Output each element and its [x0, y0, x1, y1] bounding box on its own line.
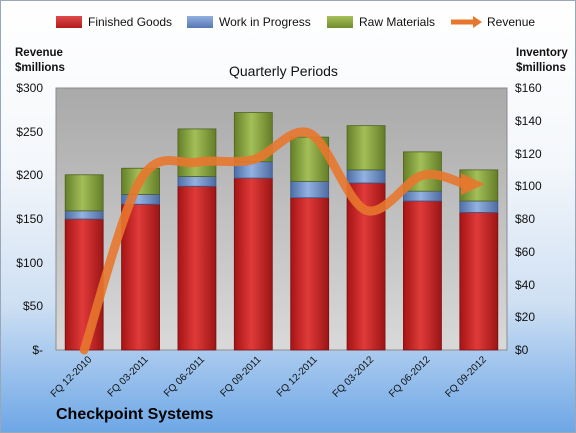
- bar-work-in-progress: [290, 180, 330, 199]
- bar-raw-materials: [177, 128, 217, 177]
- left-axis-tick-label: $50: [22, 299, 43, 314]
- x-axis-tick-label: FQ 09-2012: [443, 354, 489, 400]
- x-axis-tick-label: FQ 03-2012: [331, 354, 377, 400]
- bar-work-in-progress: [177, 176, 217, 187]
- right-axis-tick-label: $100: [515, 179, 542, 194]
- legend-item-raw-materials: Raw Materials: [327, 15, 435, 29]
- legend-item-revenue: Revenue: [449, 15, 535, 29]
- right-axis-tick-label: $60: [515, 244, 536, 259]
- bar-raw-materials: [64, 174, 104, 212]
- left-axis-tick-label: $-: [32, 343, 43, 357]
- legend-item-work-in-progress: Work in Progress: [187, 15, 311, 29]
- right-axis-tick-label: $40: [515, 277, 536, 292]
- bar-finished-goods: [64, 218, 104, 351]
- legend-swatch-work-in-progress: [187, 16, 213, 28]
- left-axis-title: Revenue $millions: [15, 46, 65, 76]
- legend-swatch-finished-goods: [56, 16, 82, 28]
- right-axis-tick-label: $140: [515, 113, 542, 128]
- legend-label-revenue: Revenue: [487, 15, 536, 29]
- legend-label-raw-materials: Raw Materials: [359, 15, 436, 29]
- x-axis-tick-label: FQ 03-2011: [106, 354, 151, 399]
- bar-work-in-progress: [346, 169, 386, 184]
- revenue-line: [79, 127, 470, 355]
- right-axis-tick-label: $120: [515, 146, 542, 161]
- chart-subtitle: Quarterly Periods: [229, 63, 338, 79]
- right-axis-title: Inventory $millions: [516, 46, 568, 76]
- left-axis-title-line2: $millions: [15, 62, 65, 74]
- left-axis-tick-label: $150: [16, 212, 43, 226]
- x-axis-tick-label: FQ 06-2011: [162, 354, 207, 399]
- left-axis-tick-label: $100: [16, 255, 43, 270]
- bar-finished-goods: [403, 200, 442, 351]
- legend-arrow-revenue: [451, 16, 482, 28]
- company-name: Checkpoint Systems: [56, 406, 214, 423]
- bars-group: [64, 112, 499, 351]
- x-axis-tick-label: FQ 06-2012: [387, 354, 433, 400]
- left-axis-tick-label: $200: [16, 168, 43, 183]
- legend-item-finished-goods: Finished Goods: [56, 15, 172, 29]
- legend: Finished Goods Work in Progress Raw Mate…: [1, 15, 575, 35]
- x-axis-tick-label: FQ 09-2011: [218, 354, 263, 399]
- x-axis-tick-label: FQ 12-2010: [49, 354, 95, 400]
- right-axis-tick-label: $160: [515, 81, 542, 95]
- right-axis-title-line1: Inventory: [516, 47, 568, 59]
- right-axis-tick-label: $80: [515, 212, 536, 226]
- legend-swatch-raw-materials: [327, 16, 353, 28]
- bar-finished-goods: [459, 212, 499, 351]
- bar-finished-goods: [233, 177, 273, 351]
- bar-finished-goods: [121, 203, 160, 351]
- left-axis-tick-label: $250: [16, 124, 43, 139]
- bar-finished-goods: [290, 197, 330, 351]
- x-axis-tick-label: FQ 12-2011: [275, 354, 320, 399]
- bar-raw-materials: [346, 125, 386, 171]
- revenue-arrowhead: [460, 173, 485, 196]
- bar-work-in-progress: [64, 210, 104, 220]
- right-axis-title-line2: $millions: [516, 62, 566, 74]
- legend-label-work-in-progress: Work in Progress: [219, 15, 311, 29]
- right-axis-tick-label: $0: [515, 343, 529, 357]
- left-axis-title-line1: Revenue: [15, 47, 63, 59]
- right-axis-tick-label: $20: [515, 310, 536, 325]
- bar-work-in-progress: [459, 200, 499, 213]
- legend-label-finished-goods: Finished Goods: [88, 15, 173, 29]
- x-axis-tick-labels: FQ 12-2010 FQ 03-2011 FQ 06-2011 FQ 09-2011…: [49, 354, 489, 400]
- bar-work-in-progress: [403, 190, 442, 202]
- left-axis-tick-label: $300: [16, 81, 43, 95]
- bar-finished-goods: [177, 185, 217, 351]
